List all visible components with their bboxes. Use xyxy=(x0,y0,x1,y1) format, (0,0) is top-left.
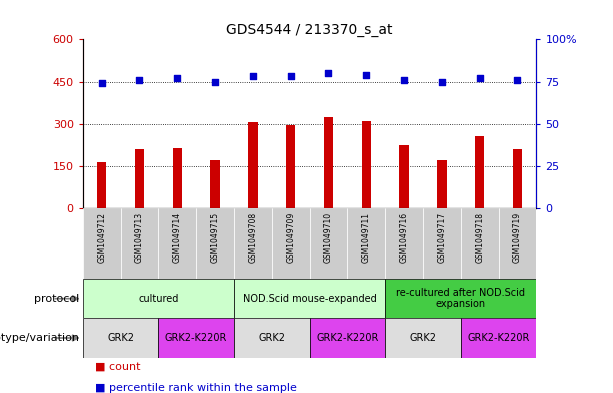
Point xyxy=(248,73,257,80)
Text: protocol: protocol xyxy=(34,294,80,304)
Bar xyxy=(437,160,447,208)
Point xyxy=(134,77,145,83)
Bar xyxy=(310,318,385,358)
Text: GRK2-K220R: GRK2-K220R xyxy=(165,333,227,343)
Bar xyxy=(498,208,536,279)
Text: GSM1049708: GSM1049708 xyxy=(248,212,257,263)
Text: GSM1049710: GSM1049710 xyxy=(324,212,333,263)
Bar xyxy=(135,149,144,208)
Bar xyxy=(158,208,196,279)
Bar xyxy=(385,318,461,358)
Bar xyxy=(97,162,107,208)
Text: GSM1049714: GSM1049714 xyxy=(173,212,182,263)
Bar xyxy=(210,160,220,208)
Bar xyxy=(83,208,121,279)
Text: GSM1049709: GSM1049709 xyxy=(286,212,295,263)
Bar xyxy=(475,136,484,208)
Bar xyxy=(512,149,522,208)
Point xyxy=(437,79,447,85)
Bar xyxy=(399,145,409,208)
Text: GSM1049711: GSM1049711 xyxy=(362,212,371,263)
Bar xyxy=(83,318,158,358)
Bar xyxy=(83,279,234,318)
Bar xyxy=(461,208,498,279)
Point xyxy=(475,75,485,81)
Bar xyxy=(234,318,310,358)
Point xyxy=(399,77,409,83)
Point xyxy=(361,72,371,78)
Bar xyxy=(196,208,234,279)
Point xyxy=(210,79,220,85)
Title: GDS4544 / 213370_s_at: GDS4544 / 213370_s_at xyxy=(226,23,393,37)
Bar xyxy=(121,208,158,279)
Bar xyxy=(310,208,348,279)
Text: GSM1049713: GSM1049713 xyxy=(135,212,144,263)
Bar xyxy=(248,122,257,208)
Point xyxy=(286,73,295,80)
Text: GSM1049716: GSM1049716 xyxy=(400,212,409,263)
Text: GRK2: GRK2 xyxy=(409,333,436,343)
Bar xyxy=(234,279,385,318)
Text: GSM1049717: GSM1049717 xyxy=(437,212,446,263)
Bar xyxy=(272,208,310,279)
Text: GSM1049718: GSM1049718 xyxy=(475,212,484,263)
Text: ■ count: ■ count xyxy=(95,362,140,371)
Bar xyxy=(348,208,385,279)
Text: GRK2: GRK2 xyxy=(107,333,134,343)
Text: genotype/variation: genotype/variation xyxy=(0,333,80,343)
Text: GRK2-K220R: GRK2-K220R xyxy=(316,333,379,343)
Point xyxy=(172,75,182,81)
Text: GSM1049719: GSM1049719 xyxy=(513,212,522,263)
Text: ■ percentile rank within the sample: ■ percentile rank within the sample xyxy=(95,383,297,393)
Text: GRK2-K220R: GRK2-K220R xyxy=(467,333,530,343)
Bar xyxy=(172,148,182,208)
Bar xyxy=(385,279,536,318)
Bar xyxy=(423,208,461,279)
Bar xyxy=(158,318,234,358)
Point xyxy=(324,70,333,76)
Bar xyxy=(385,208,423,279)
Text: NOD.Scid mouse-expanded: NOD.Scid mouse-expanded xyxy=(243,294,376,304)
Point xyxy=(512,77,522,83)
Bar xyxy=(461,318,536,358)
Bar xyxy=(362,121,371,208)
Text: GSM1049715: GSM1049715 xyxy=(210,212,219,263)
Bar xyxy=(234,208,272,279)
Bar xyxy=(324,117,333,208)
Bar xyxy=(286,125,295,208)
Point xyxy=(97,80,107,86)
Text: GSM1049712: GSM1049712 xyxy=(97,212,106,263)
Text: GRK2: GRK2 xyxy=(258,333,285,343)
Text: re-cultured after NOD.Scid
expansion: re-cultured after NOD.Scid expansion xyxy=(396,288,525,309)
Text: cultured: cultured xyxy=(138,294,178,304)
